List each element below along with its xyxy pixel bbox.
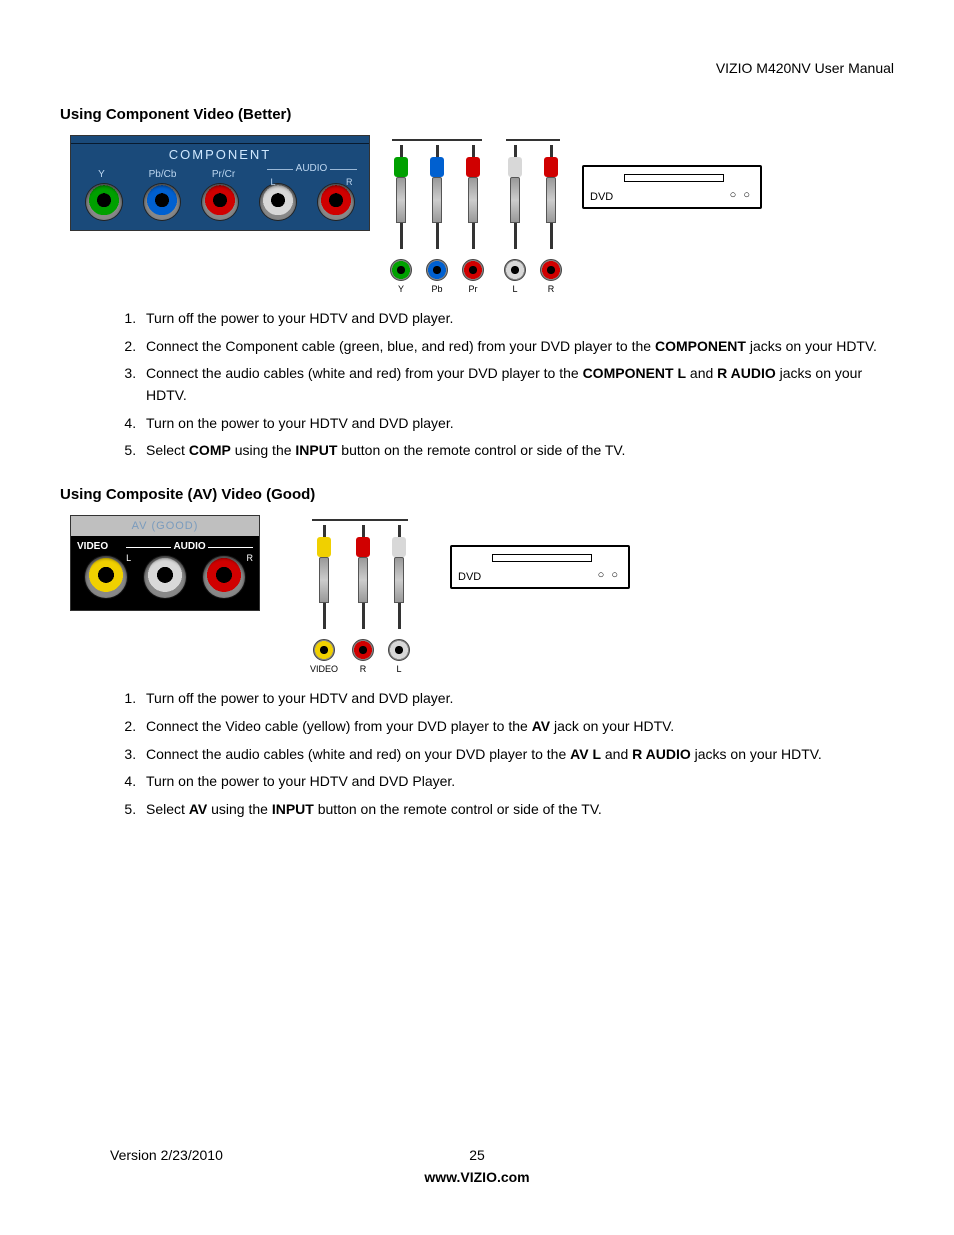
footer-url: www.VIZIO.com (60, 1169, 894, 1185)
step-item: Connect the Component cable (green, blue… (140, 336, 894, 358)
step-item: Turn on the power to your HDTV and DVD p… (140, 413, 894, 435)
jack-label: Pb/Cb (145, 169, 181, 180)
cable-label: Pb (431, 284, 442, 294)
video-label: VIDEO (77, 541, 108, 552)
cable-label: R (548, 284, 555, 294)
av-panel: AV (GOOD) VIDEO AUDIO L R (70, 515, 260, 611)
section1-steps: Turn off the power to your HDTV and DVD … (140, 308, 894, 462)
cable-label: R (360, 664, 367, 674)
cable-label: Y (398, 284, 404, 294)
audio-label: AUDIO (171, 541, 207, 552)
av-cables: VIDEO R L (310, 515, 410, 674)
step-item: Connect the Video cable (yellow) from yo… (140, 716, 894, 738)
step-item: Turn on the power to your HDTV and DVD P… (140, 771, 894, 793)
dvd-buttons-icon: ○ ○ (730, 189, 752, 201)
dvd-label: DVD (590, 191, 613, 203)
cable-plug: L (388, 525, 410, 674)
jack-label: Y (84, 169, 120, 180)
step-item: Turn off the power to your HDTV and DVD … (140, 308, 894, 330)
cable-plug: Y (390, 145, 412, 294)
component-panel-title: COMPONENT (71, 144, 369, 165)
step-item: Select AV using the INPUT button on the … (140, 799, 894, 821)
r-label: R (247, 553, 254, 563)
cable-label: L (512, 284, 517, 294)
rca-jack (202, 184, 238, 220)
section2-diagrams: AV (GOOD) VIDEO AUDIO L R VIDEO R L DVD ○ … (70, 515, 894, 674)
dvd-buttons-icon: ○ ○ (598, 569, 620, 581)
cable-label: Pr (469, 284, 478, 294)
step-item: Connect the audio cables (white and red)… (140, 363, 894, 406)
rca-jack (86, 184, 122, 220)
jack-label: R (346, 177, 353, 187)
rca-jack (260, 184, 296, 220)
dvd-device: DVD ○ ○ (582, 165, 762, 209)
rca-jack (318, 184, 354, 220)
rca-jack (203, 556, 245, 598)
cable-label: VIDEO (310, 664, 338, 674)
section2-heading: Using Composite (AV) Video (Good) (60, 486, 894, 503)
footer-version: Version 2/23/2010 (110, 1147, 223, 1163)
l-label: L (126, 553, 131, 563)
footer: Version 2/23/2010 25 www.VIZIO.com (60, 1147, 894, 1185)
component-audio-cables: LR (504, 135, 562, 294)
audio-label: AUDIO (293, 163, 331, 174)
rca-jack (85, 556, 127, 598)
cable-plug: L (504, 145, 526, 294)
dvd-device: DVD ○ ○ (450, 545, 630, 589)
rca-jack (144, 556, 186, 598)
cable-label: L (397, 664, 402, 674)
cable-plug: Pr (462, 145, 484, 294)
cable-plug: R (352, 525, 374, 674)
jack-label: Pr/Cr (206, 169, 242, 180)
section2-steps: Turn off the power to your HDTV and DVD … (140, 688, 894, 820)
av-panel-title: AV (GOOD) (71, 516, 259, 536)
component-panel: COMPONENT Y Pb/Cb Pr/Cr AUDIO L R (70, 135, 370, 231)
jack-label: L (271, 177, 276, 187)
step-item: Connect the audio cables (white and red)… (140, 744, 894, 766)
component-video-cables: Y Pb Pr (390, 135, 484, 294)
header-title: VIZIO M420NV User Manual (60, 60, 894, 76)
cable-plug: VIDEO (310, 525, 338, 674)
rca-jack (144, 184, 180, 220)
dvd-label: DVD (458, 571, 481, 583)
section1-diagrams: COMPONENT Y Pb/Cb Pr/Cr AUDIO L R YPbPr … (70, 135, 894, 294)
cable-plug: Pb (426, 145, 448, 294)
step-item: Select COMP using the INPUT button on th… (140, 440, 894, 462)
step-item: Turn off the power to your HDTV and DVD … (140, 688, 894, 710)
cable-plug: R (540, 145, 562, 294)
section1-heading: Using Component Video (Better) (60, 106, 894, 123)
